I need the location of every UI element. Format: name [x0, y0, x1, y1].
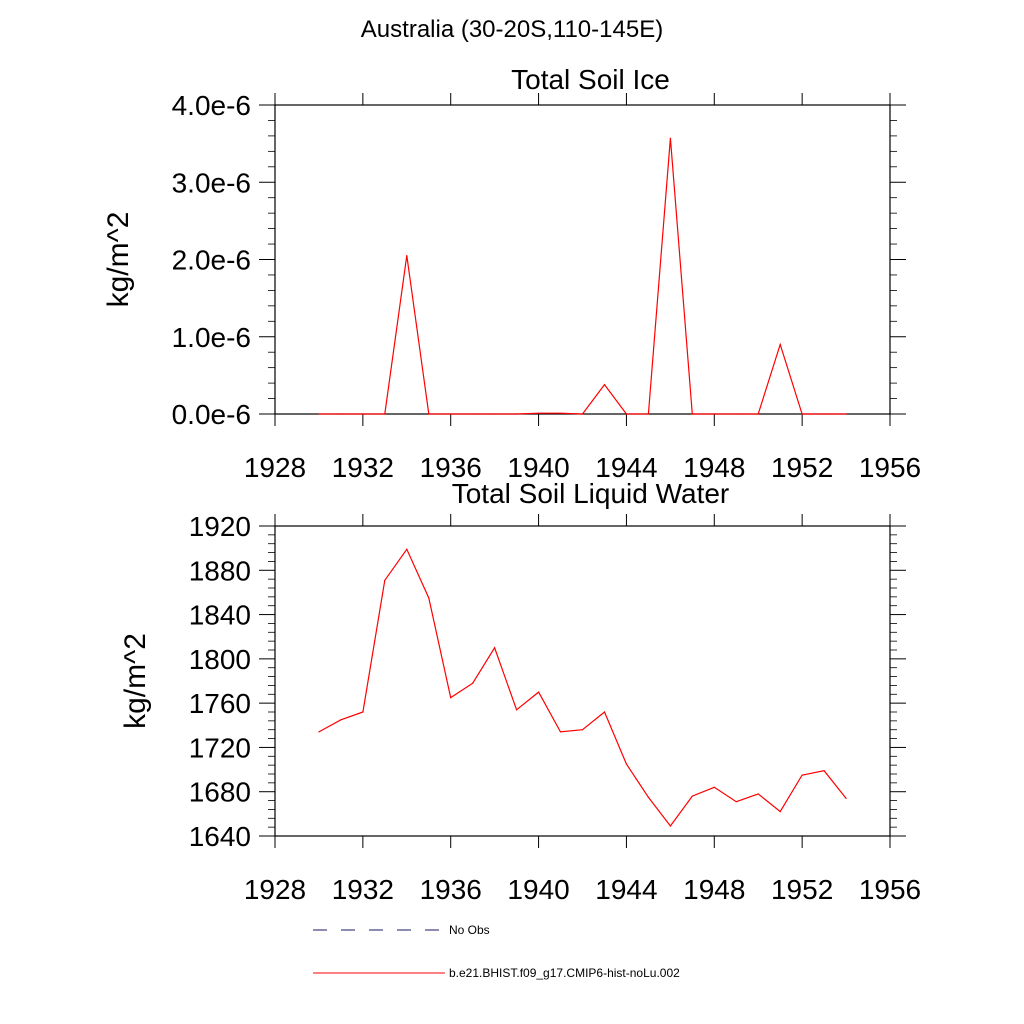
data-point [757, 413, 759, 415]
y-tick-label: 1760 [189, 688, 251, 719]
data-point [647, 413, 649, 415]
data-point [801, 774, 803, 776]
x-tick-label: 1940 [507, 452, 569, 483]
x-tick-label: 1932 [332, 452, 394, 483]
data-point [537, 412, 540, 414]
x-tick-label: 1952 [771, 452, 833, 483]
panel-title: Total Soil Ice [511, 64, 670, 95]
data-point [428, 597, 430, 599]
data-point [384, 413, 386, 415]
data-point [647, 796, 649, 798]
y-tick-label: 0.0e-6 [172, 399, 251, 430]
data-point [472, 682, 474, 684]
y-tick-label: 1640 [189, 821, 251, 852]
data-point [406, 548, 408, 550]
data-point [537, 691, 540, 693]
data-point [713, 786, 715, 788]
x-tick-label: 1936 [420, 452, 482, 483]
x-tick-label: 1952 [771, 874, 833, 905]
y-tick-label: 2.0e-6 [172, 245, 251, 276]
x-tick-label: 1948 [683, 874, 745, 905]
data-point [450, 413, 452, 415]
panel-total-soil-liquid-water: Total Soil Liquid Water kg/m^2 1928 1932 193… [119, 478, 921, 905]
x-tick-label: 1956 [859, 874, 921, 905]
data-point [691, 795, 693, 797]
data-point [318, 413, 320, 415]
panel-title: Total Soil Liquid Water [452, 478, 730, 509]
series-line [318, 548, 847, 828]
data-point [845, 797, 847, 799]
data-point [318, 731, 320, 733]
y-axis-label: kg/m^2 [102, 212, 135, 308]
y-tick-label: 1800 [189, 644, 251, 675]
figure-title: Australia (30-20S,110-145E) [360, 16, 664, 43]
x-tick-label: 1928 [244, 452, 306, 483]
data-point [494, 647, 496, 649]
data-point [823, 413, 825, 415]
x-tick-label: 1940 [507, 874, 569, 905]
y-tick-label: 1920 [189, 511, 251, 542]
y-tick-label: 4.0e-6 [172, 90, 251, 121]
legend-obs-label: No Obs [449, 923, 490, 937]
y-tick-label: 3.0e-6 [172, 167, 251, 198]
x-tick-label: 1944 [595, 874, 657, 905]
data-point [559, 731, 562, 733]
data-point [362, 711, 364, 713]
data-point [428, 413, 430, 415]
y-axis-label: kg/m^2 [119, 633, 152, 729]
x-tick-label: 1944 [595, 452, 657, 483]
data-point [581, 413, 584, 415]
data-point [801, 413, 803, 415]
x-tick-label: 1956 [859, 452, 921, 483]
y-tick-label: 1680 [189, 777, 251, 808]
data-point [625, 413, 628, 415]
plot-frame [274, 525, 891, 837]
data-point [384, 579, 386, 581]
y-tick-label: 1840 [189, 600, 251, 631]
data-point [516, 709, 518, 711]
data-point [340, 719, 342, 721]
data-point [823, 770, 825, 772]
y-tick-label: 1880 [189, 555, 251, 586]
data-point [603, 711, 606, 713]
legend: No Obs b.e21.BHIST.f09_g17.CMIP6-hist-no… [313, 923, 680, 980]
x-tick-label: 1928 [244, 874, 306, 905]
y-tick-label: 1.0e-6 [172, 322, 251, 353]
data-point [559, 412, 562, 414]
data-point [757, 793, 759, 795]
data-point [516, 413, 518, 415]
data-point [779, 343, 781, 346]
data-point [406, 255, 408, 257]
series-line [318, 138, 847, 415]
data-point [845, 413, 847, 415]
plot-frame [274, 104, 891, 415]
data-point [669, 825, 671, 827]
panel-total-soil-ice: Total Soil Ice kg/m^2 1928 1932 1936 1940 1944… [102, 64, 921, 483]
data-point [494, 413, 496, 415]
data-point [735, 413, 737, 415]
x-tick-label: 1948 [683, 452, 745, 483]
x-tick-label: 1932 [332, 874, 394, 905]
data-point [362, 413, 364, 415]
y-tick-label: 1720 [189, 732, 251, 763]
data-point [340, 413, 342, 415]
data-point [625, 763, 628, 765]
data-point [472, 413, 474, 415]
x-tick-label: 1936 [420, 874, 482, 905]
data-point [669, 137, 671, 139]
legend-model-label: b.e21.BHIST.f09_g17.CMIP6-hist-noLu.002 [449, 966, 680, 980]
data-point [450, 697, 452, 699]
data-point [735, 801, 737, 803]
data-point [713, 413, 715, 415]
data-point [603, 384, 606, 386]
data-point [779, 811, 781, 813]
data-point [691, 413, 693, 415]
data-point [581, 729, 584, 731]
